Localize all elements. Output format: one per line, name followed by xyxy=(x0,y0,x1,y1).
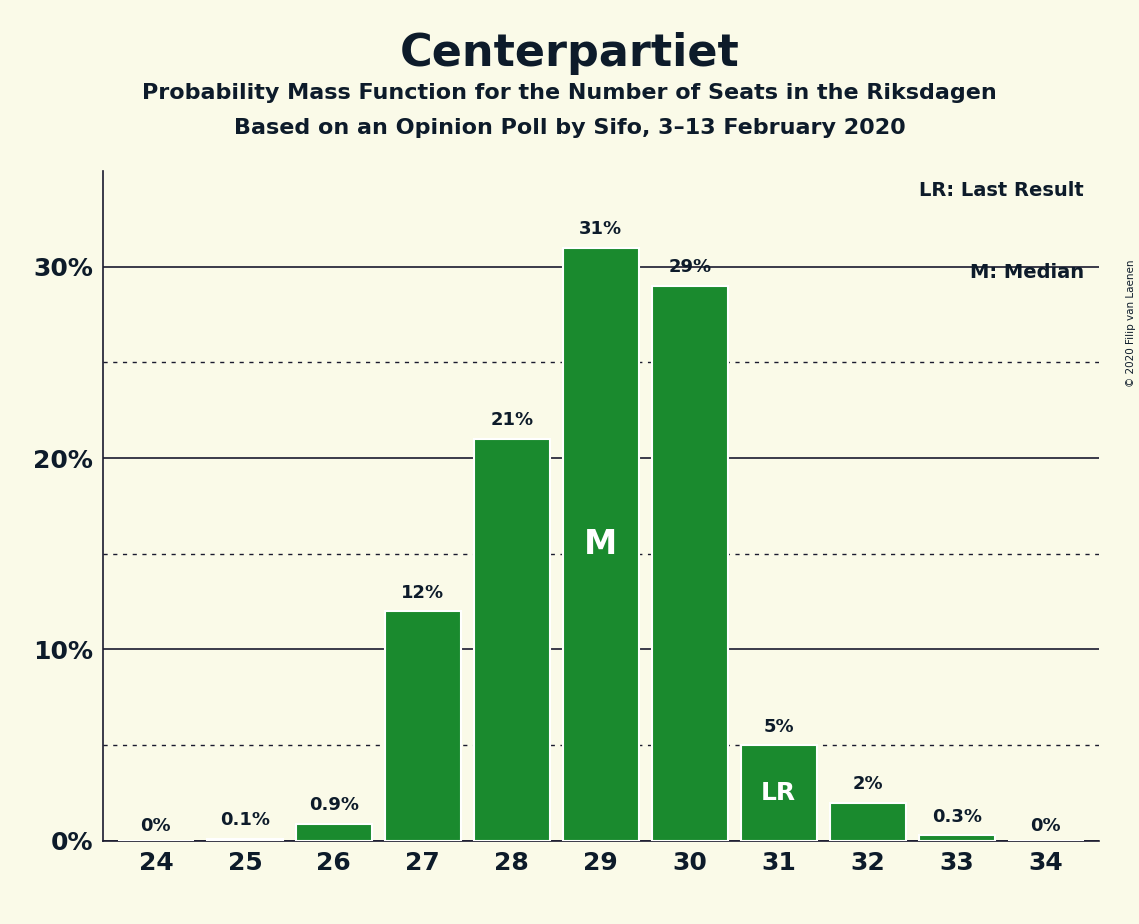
Text: Probability Mass Function for the Number of Seats in the Riksdagen: Probability Mass Function for the Number… xyxy=(142,83,997,103)
Text: 0%: 0% xyxy=(1031,817,1062,835)
Bar xyxy=(563,248,639,841)
Text: 0.1%: 0.1% xyxy=(220,811,270,830)
Text: 29%: 29% xyxy=(669,258,712,276)
Text: © 2020 Filip van Laenen: © 2020 Filip van Laenen xyxy=(1126,260,1136,387)
Text: 5%: 5% xyxy=(763,718,794,736)
Text: 31%: 31% xyxy=(580,220,622,238)
Bar xyxy=(741,745,817,841)
Text: 0%: 0% xyxy=(140,817,171,835)
Text: 12%: 12% xyxy=(401,584,444,602)
Bar xyxy=(385,611,460,841)
Text: LR: Last Result: LR: Last Result xyxy=(919,181,1084,200)
Bar xyxy=(296,823,371,841)
Text: 0.3%: 0.3% xyxy=(932,808,982,825)
Text: Centerpartiet: Centerpartiet xyxy=(400,32,739,76)
Text: 2%: 2% xyxy=(852,775,883,793)
Bar xyxy=(919,835,994,841)
Text: 0.9%: 0.9% xyxy=(309,796,359,814)
Bar xyxy=(830,803,906,841)
Bar xyxy=(474,439,550,841)
Bar xyxy=(652,286,728,841)
Text: LR: LR xyxy=(761,781,796,805)
Text: Based on an Opinion Poll by Sifo, 3–13 February 2020: Based on an Opinion Poll by Sifo, 3–13 F… xyxy=(233,118,906,139)
Bar xyxy=(207,839,282,841)
Text: M: Median: M: Median xyxy=(970,263,1084,283)
Text: M: M xyxy=(584,528,617,561)
Text: 21%: 21% xyxy=(490,411,533,430)
